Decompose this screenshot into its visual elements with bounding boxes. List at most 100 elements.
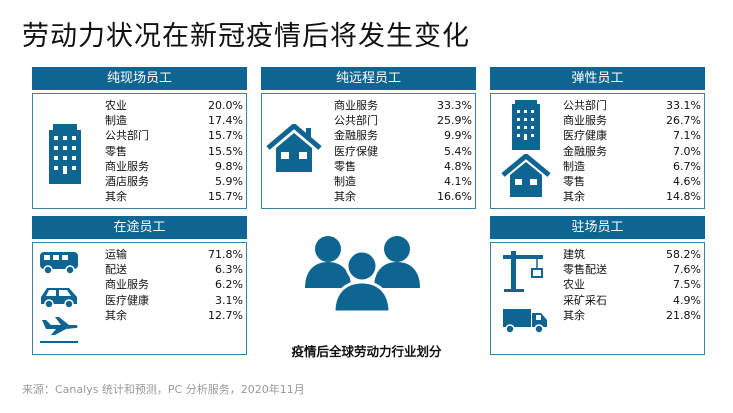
industry-label: 商业服务 bbox=[105, 159, 149, 173]
industry-share: 20.0% bbox=[208, 99, 243, 112]
source-note: 来源：Canalys 统计和预测，PC 分析服务，2020年11月 bbox=[22, 383, 305, 396]
panel-header: 纯现场员工 bbox=[32, 67, 247, 90]
center-caption: 疫情后全球劳动力行业划分 bbox=[291, 344, 442, 359]
industry-share: 16.6% bbox=[437, 190, 472, 204]
industry-share: 7.6% bbox=[673, 263, 701, 277]
list-item: 零售配送 7.6% bbox=[563, 262, 701, 277]
industry-label: 其余 bbox=[334, 190, 356, 204]
panel-header: 弹性员工 bbox=[490, 67, 705, 90]
list-item: 建筑 58.2% bbox=[563, 247, 701, 262]
list-item: 商业服务 33.3% bbox=[334, 98, 472, 113]
industry-label: 配送 bbox=[105, 263, 127, 277]
panel-header: 在途员工 bbox=[32, 216, 247, 239]
list-item: 制造 6.7% bbox=[563, 159, 701, 174]
industry-share: 5.4% bbox=[444, 144, 472, 158]
list-item: 医疗健康 7.1% bbox=[563, 128, 701, 143]
industry-share: 7.0% bbox=[673, 144, 701, 158]
page-title: 劳动力状况在新冠疫情后将发生变化 bbox=[22, 21, 470, 52]
industry-share: 15.7% bbox=[208, 190, 243, 204]
office-building-icon bbox=[49, 124, 81, 184]
industry-share: 9.8% bbox=[215, 159, 243, 173]
industry-share: 3.1% bbox=[215, 293, 243, 307]
industry-label: 公共部门 bbox=[334, 114, 378, 128]
industry-label: 其余 bbox=[563, 190, 585, 204]
list-item: 零售 4.6% bbox=[563, 174, 701, 189]
industry-label: 商业服务 bbox=[563, 114, 607, 128]
house-icon bbox=[501, 154, 551, 197]
industry-label: 农业 bbox=[563, 278, 585, 292]
industry-label: 其余 bbox=[105, 190, 127, 204]
airplane-icon bbox=[40, 317, 78, 343]
industry-label: 制造 bbox=[563, 159, 585, 173]
industry-share: 6.7% bbox=[673, 159, 701, 173]
house-icon bbox=[266, 124, 322, 172]
list-item: 配送 6.3% bbox=[105, 262, 243, 277]
industry-share: 25.9% bbox=[437, 114, 472, 128]
industry-label: 其余 bbox=[105, 308, 127, 322]
panel-remote-only: 纯远程员工 商业服务 33.3% 公共部门 25.9% 金融服务 9.9% 医疗保健 5.4%… bbox=[261, 67, 476, 209]
industry-share: 6.2% bbox=[215, 278, 243, 292]
list-item: 制造 17.4% bbox=[105, 113, 243, 128]
list-item: 农业 7.5% bbox=[563, 277, 701, 292]
list-item: 金融服务 7.0% bbox=[563, 144, 701, 159]
people-group-icon bbox=[305, 236, 420, 314]
industry-share: 9.9% bbox=[444, 129, 472, 143]
industry-label: 零售 bbox=[105, 144, 127, 158]
industry-label: 其余 bbox=[563, 308, 585, 322]
industry-share: 5.9% bbox=[215, 174, 243, 188]
industry-share: 33.1% bbox=[666, 99, 701, 112]
panel-mobile: 在途员工 运输 71.8% 配送 6.3% 商业服务 6.2% 医疗健康 3.1% 其余 12.7… bbox=[32, 216, 247, 355]
list-item: 医疗保健 5.4% bbox=[334, 144, 472, 159]
list-item: 商业服务 6.2% bbox=[105, 277, 243, 292]
bus-icon bbox=[40, 252, 78, 275]
office-building-icon bbox=[512, 100, 540, 150]
industry-label: 医疗健康 bbox=[563, 129, 607, 143]
industry-share: 15.7% bbox=[208, 129, 243, 143]
list-item: 其余 15.7% bbox=[105, 189, 243, 204]
industry-share: 71.8% bbox=[208, 248, 243, 261]
list-item: 公共部门 15.7% bbox=[105, 128, 243, 143]
industry-label: 医疗健康 bbox=[105, 293, 149, 307]
industry-label: 零售配送 bbox=[563, 263, 607, 277]
industry-label: 零售 bbox=[334, 159, 356, 173]
industry-label: 制造 bbox=[334, 174, 356, 188]
list-item: 公共部门 33.1% bbox=[563, 98, 701, 113]
industry-label: 酒店服务 bbox=[105, 174, 149, 188]
industry-share: 12.7% bbox=[208, 308, 243, 322]
industry-share: 4.6% bbox=[673, 174, 701, 188]
industry-label: 采矿采石 bbox=[563, 293, 607, 307]
industry-share: 17.4% bbox=[208, 114, 243, 128]
industry-share: 4.1% bbox=[444, 174, 472, 188]
industry-label: 公共部门 bbox=[563, 99, 607, 112]
industry-label: 运输 bbox=[105, 248, 127, 261]
list-item: 其余 16.6% bbox=[334, 189, 472, 204]
industry-share: 7.1% bbox=[673, 129, 701, 143]
industry-label: 零售 bbox=[563, 174, 585, 188]
list-item: 零售 15.5% bbox=[105, 144, 243, 159]
list-item: 运输 71.8% bbox=[105, 247, 243, 262]
industry-share: 4.9% bbox=[673, 293, 701, 307]
industry-label: 制造 bbox=[105, 114, 127, 128]
list-item: 采矿采石 4.9% bbox=[563, 293, 701, 308]
industry-label: 金融服务 bbox=[334, 129, 378, 143]
list-item: 酒店服务 5.9% bbox=[105, 174, 243, 189]
car-icon bbox=[41, 288, 77, 309]
panel-hybrid: 弹性员工 公共部门 33.1% 商业服务 26.7% 医疗健康 7.1% 金融服务 7.0% 制… bbox=[490, 67, 705, 209]
industry-share: 33.3% bbox=[437, 99, 472, 112]
list-item: 其余 14.8% bbox=[563, 189, 701, 204]
list-item: 医疗健康 3.1% bbox=[105, 293, 243, 308]
industry-share: 58.2% bbox=[666, 248, 701, 261]
list-item: 零售 4.8% bbox=[334, 159, 472, 174]
panel-header: 纯远程员工 bbox=[261, 67, 476, 90]
list-item: 制造 4.1% bbox=[334, 174, 472, 189]
panel-on-premises: 驻场员工 建筑 58.2% 零售配送 7.6% 农业 7.5% 采矿采石 4.9% 其余 21.8… bbox=[490, 216, 705, 355]
industry-share: 26.7% bbox=[666, 114, 701, 128]
list-item: 农业 20.0% bbox=[105, 98, 243, 113]
industry-label: 医疗保健 bbox=[334, 144, 378, 158]
industry-share: 6.3% bbox=[215, 263, 243, 277]
industry-share: 14.8% bbox=[666, 190, 701, 204]
industry-label: 建筑 bbox=[563, 248, 585, 261]
industry-share: 4.8% bbox=[444, 159, 472, 173]
list-item: 商业服务 9.8% bbox=[105, 159, 243, 174]
industry-share: 15.5% bbox=[208, 144, 243, 158]
